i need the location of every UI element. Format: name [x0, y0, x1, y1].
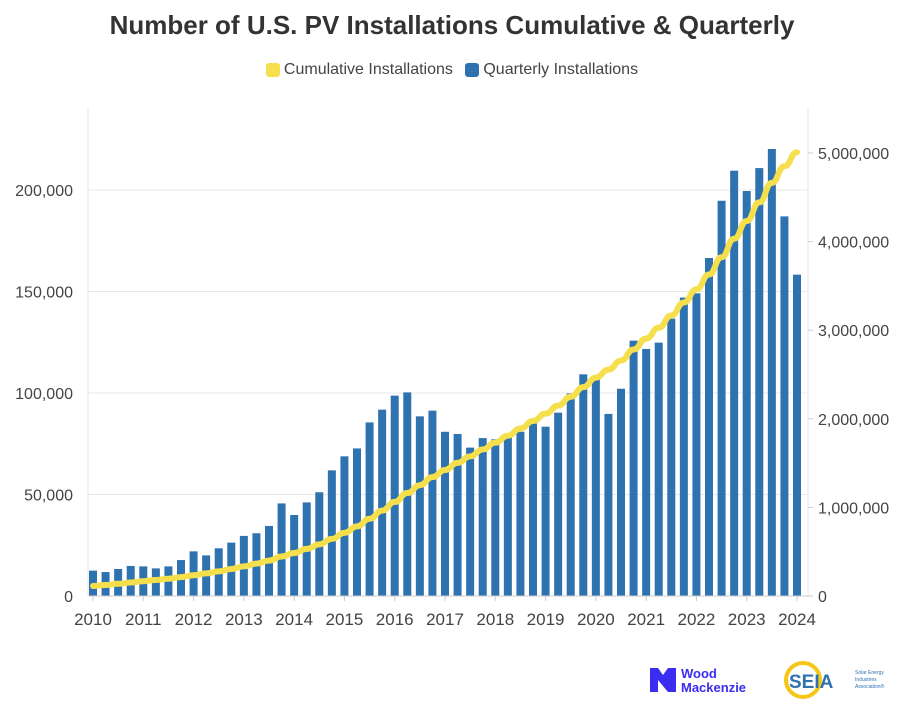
- x-tick-label: 2012: [175, 610, 213, 629]
- bar-quarterly: [642, 348, 651, 596]
- left-tick-label: 150,000: [15, 285, 73, 302]
- bar-quarterly: [428, 410, 437, 596]
- bar-quarterly: [579, 374, 588, 596]
- svg-text:Solar Energy: Solar Energy: [855, 670, 884, 676]
- bar-quarterly: [767, 148, 776, 596]
- bar-quarterly: [340, 456, 349, 596]
- bar-quarterly: [353, 448, 361, 596]
- legend-swatch-quarterly: [465, 63, 480, 77]
- bar-quarterly: [554, 412, 563, 596]
- bar-quarterly: [793, 274, 801, 596]
- right-tick-label: 5,000,000: [818, 146, 889, 163]
- bar-quarterly: [478, 438, 487, 596]
- bar-quarterly: [604, 413, 613, 596]
- bar-quarterly: [730, 170, 739, 596]
- bar-quarterly: [705, 258, 713, 596]
- svg-text:Association®: Association®: [855, 683, 885, 690]
- x-tick-label: 2019: [527, 610, 565, 629]
- left-tick-label: 100,000: [15, 386, 73, 403]
- left-tick-label: 50,000: [24, 488, 73, 505]
- left-tick-label: 200,000: [15, 183, 73, 200]
- x-tick-label: 2021: [627, 610, 665, 629]
- bar-quarterly: [491, 439, 500, 596]
- chart-title: Number of U.S. PV Installations Cumulati…: [109, 10, 795, 40]
- bar-quarterly: [667, 318, 676, 596]
- x-tick-label: 2010: [74, 610, 112, 629]
- seia-logo: SEIA Solar Energy Industries Association…: [784, 661, 885, 699]
- bar-quarterly: [529, 423, 537, 596]
- x-tick-label: 2022: [678, 610, 716, 629]
- right-tick-label: 0: [818, 589, 827, 606]
- x-tick-label: 2023: [728, 610, 766, 629]
- bar-quarterly: [441, 431, 449, 596]
- right-tick-label: 1,000,000: [818, 500, 889, 517]
- legend-label-cumulative: Cumulative Installations: [283, 61, 453, 78]
- bar-quarterly: [591, 378, 600, 596]
- legend: Cumulative Installations Quarterly Insta…: [0, 61, 904, 82]
- left-tick-label: 0: [64, 589, 73, 606]
- wood-mackenzie-logo: Wood Mackenzie: [650, 666, 746, 695]
- bar-quarterly: [453, 434, 462, 596]
- bar-quarterly: [365, 422, 374, 596]
- bar-quarterly: [755, 168, 764, 597]
- bar-quarterly: [780, 216, 789, 596]
- bar-quarterly: [566, 393, 575, 596]
- bar-quarterly: [617, 388, 625, 596]
- logos: Wood Mackenzie SEIA Solar Energy Industr…: [650, 661, 885, 699]
- x-tick-label: 2018: [476, 610, 514, 629]
- right-tick-label: 4,000,000: [818, 235, 889, 252]
- bar-quarterly: [692, 293, 701, 596]
- legend-item-quarterly[interactable]: Quarterly Installations: [465, 61, 638, 79]
- right-tick-label: 3,000,000: [818, 323, 889, 340]
- x-tick-label: 2013: [225, 610, 263, 629]
- x-tick-label: 2015: [326, 610, 364, 629]
- x-tick-label: 2011: [125, 610, 162, 629]
- legend-swatch-cumulative: [265, 63, 280, 77]
- svg-text:Industries: Industries: [855, 677, 877, 683]
- bar-quarterly: [654, 342, 663, 596]
- x-tick-label: 2016: [376, 610, 414, 629]
- x-tick-label: 2024: [778, 610, 816, 629]
- svg-text:Mackenzie: Mackenzie: [681, 680, 746, 695]
- bar-quarterly: [541, 426, 550, 596]
- bar-quarterly: [717, 200, 726, 596]
- legend-label-quarterly: Quarterly Installations: [483, 61, 639, 78]
- right-tick-label: 2,000,000: [818, 412, 889, 429]
- bar-quarterly: [629, 340, 638, 596]
- x-tick-label: 2020: [577, 610, 615, 629]
- bar-quarterly: [742, 191, 751, 596]
- legend-item-cumulative[interactable]: Cumulative Installations: [265, 61, 453, 79]
- bar-quarterly: [466, 447, 475, 596]
- svg-text:Wood: Wood: [681, 666, 717, 681]
- bar-quarterly: [679, 297, 688, 596]
- bar-quarterly: [277, 503, 286, 596]
- bar-quarterly: [516, 431, 525, 596]
- x-tick-label: 2014: [275, 610, 313, 629]
- bar-quarterly: [378, 409, 387, 596]
- svg-text:SEIA: SEIA: [789, 672, 834, 693]
- x-tick-label: 2017: [426, 610, 464, 629]
- bar-quarterly: [503, 436, 512, 596]
- bar-quarterly: [327, 470, 336, 596]
- bar-quarterly: [390, 395, 399, 596]
- bar-quarterly: [415, 416, 424, 596]
